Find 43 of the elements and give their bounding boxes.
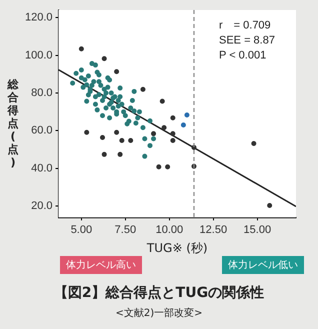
point	[170, 138, 176, 143]
point	[114, 130, 120, 135]
point	[102, 56, 107, 62]
point	[102, 152, 107, 157]
y-tick-label: 80.0	[31, 86, 53, 99]
point	[156, 164, 162, 170]
point	[140, 86, 146, 92]
y-tick-label: 40.0	[31, 162, 53, 174]
x-tick-label: 7.50	[114, 224, 136, 236]
point	[170, 115, 176, 120]
x-tick-label: 12.50	[200, 224, 228, 236]
x-tick-label: 15.00	[244, 224, 272, 236]
x-axis-title: TUG※ (秒)	[146, 240, 208, 255]
y-tick-label: 120.0	[24, 12, 53, 24]
point	[128, 138, 134, 143]
x-tick-label: 5.00	[70, 224, 92, 236]
annotation: P < 0.001	[219, 50, 266, 62]
point	[119, 138, 124, 143]
text: 【図2】総合得点とTUGの関係性	[52, 284, 266, 302]
text: 体力レベル低い	[222, 256, 304, 274]
point	[118, 152, 123, 157]
point	[78, 46, 84, 52]
annotation: r = 0.709	[219, 20, 271, 32]
point	[160, 98, 165, 104]
point	[251, 140, 256, 146]
point	[162, 125, 167, 130]
annotation: SEE = 8.87	[219, 34, 275, 47]
text: <文献2)一部改変>	[114, 306, 204, 320]
point	[151, 131, 156, 136]
y-tick-label: 60.0	[31, 124, 53, 137]
y-tick-label: 100.0	[24, 49, 53, 62]
y-axis-title: 総合得点(点)	[6, 78, 20, 169]
text: 体力レベル高い	[60, 256, 142, 274]
point	[84, 130, 90, 135]
point	[267, 203, 272, 208]
point	[170, 131, 176, 136]
y-tick-label: 20.0	[31, 200, 53, 212]
point	[184, 112, 190, 118]
point	[165, 164, 170, 170]
x-tick-label: 10.00	[156, 224, 184, 236]
point	[100, 134, 106, 140]
point	[180, 122, 186, 128]
point	[114, 69, 120, 74]
